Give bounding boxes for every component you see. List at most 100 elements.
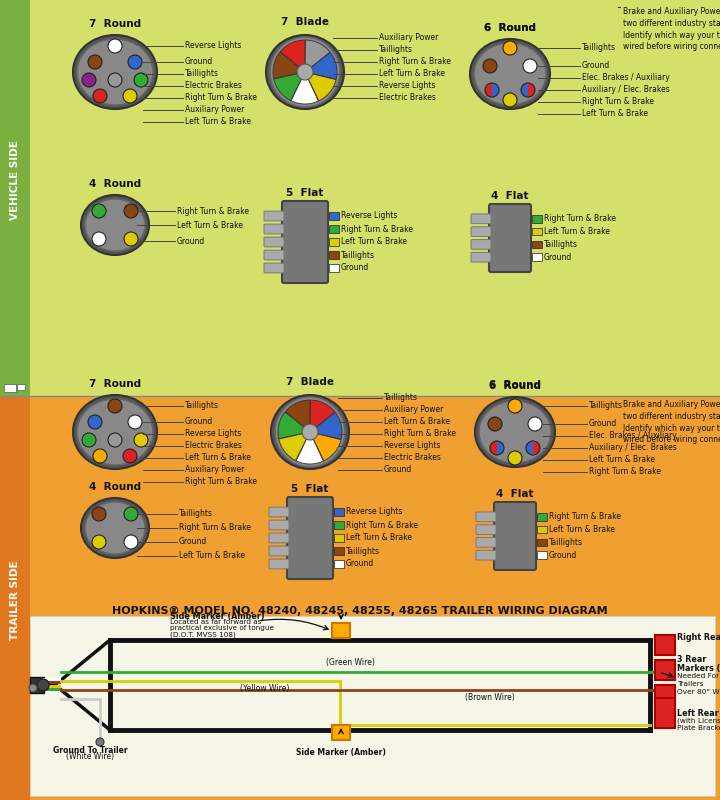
Circle shape (108, 73, 122, 87)
Text: Left Turn & Brake: Left Turn & Brake (185, 454, 251, 462)
FancyBboxPatch shape (269, 520, 289, 530)
Text: 4  Round: 4 Round (89, 482, 141, 492)
Circle shape (508, 399, 522, 413)
Circle shape (108, 433, 122, 447)
Bar (532, 254, 542, 261)
Bar (334, 560, 344, 568)
Text: Taillights: Taillights (544, 240, 578, 249)
Bar (30, 677, 44, 693)
Circle shape (134, 73, 148, 87)
Bar (43, 685, 61, 687)
Text: 6  Round: 6 Round (489, 380, 541, 390)
Ellipse shape (77, 399, 153, 465)
Text: Ground: Ground (177, 237, 205, 246)
Wedge shape (492, 83, 499, 97)
FancyBboxPatch shape (269, 507, 289, 517)
FancyBboxPatch shape (269, 559, 289, 569)
Ellipse shape (474, 43, 546, 105)
FancyBboxPatch shape (476, 538, 496, 547)
Text: 7  Round: 7 Round (89, 19, 141, 29)
Text: Left Turn & Brake: Left Turn & Brake (582, 110, 648, 118)
Circle shape (503, 41, 517, 55)
Bar (0, 396, 30, 800)
Circle shape (297, 64, 313, 80)
Circle shape (128, 415, 142, 429)
Text: Right Turn & Brake: Right Turn & Brake (177, 206, 249, 215)
Wedge shape (305, 72, 336, 101)
Text: Reverse Lights: Reverse Lights (346, 507, 402, 517)
Text: Auxiliary Power: Auxiliary Power (185, 466, 244, 474)
Text: Taillights: Taillights (185, 70, 219, 78)
Ellipse shape (275, 397, 345, 467)
FancyBboxPatch shape (264, 250, 284, 260)
Text: Needed For: Needed For (677, 673, 719, 679)
Circle shape (88, 415, 102, 429)
Circle shape (92, 507, 106, 521)
Text: Reverse Lights: Reverse Lights (185, 430, 241, 438)
Text: Reverse Lights: Reverse Lights (384, 442, 441, 450)
Circle shape (92, 204, 106, 218)
Text: Ground: Ground (185, 58, 213, 66)
Wedge shape (526, 441, 533, 455)
Text: Electric Brakes: Electric Brakes (379, 94, 436, 102)
Text: Left Turn & Brake: Left Turn & Brake (379, 70, 445, 78)
Text: Brake and Auxiliary Power have
two different industry standards.
Identify which : Brake and Auxiliary Power have two diffe… (623, 7, 720, 51)
Text: Reverse Lights: Reverse Lights (379, 82, 436, 90)
Wedge shape (521, 83, 528, 97)
FancyBboxPatch shape (489, 204, 531, 272)
Circle shape (93, 449, 107, 463)
Circle shape (124, 535, 138, 549)
Text: Auxiliary / Elec. Brakes: Auxiliary / Elec. Brakes (582, 86, 670, 94)
Text: 5  Flat: 5 Flat (287, 188, 324, 198)
Text: Right Turn & Brake: Right Turn & Brake (582, 98, 654, 106)
Ellipse shape (271, 395, 349, 469)
Bar (0, 0, 720, 396)
Wedge shape (533, 441, 540, 455)
Bar (329, 264, 339, 272)
Text: Left Turn & Brake: Left Turn & Brake (341, 238, 407, 246)
Wedge shape (485, 83, 492, 97)
Ellipse shape (266, 35, 344, 109)
Text: Right Turn & Brake: Right Turn & Brake (185, 94, 257, 102)
Ellipse shape (81, 195, 149, 255)
Text: Over 80" Wide: Over 80" Wide (677, 689, 720, 695)
Text: (White Wire): (White Wire) (66, 752, 114, 761)
Circle shape (483, 59, 497, 73)
Text: Ground: Ground (544, 253, 572, 262)
Bar (17, 384, 25, 390)
Text: Side Marker (Amber): Side Marker (Amber) (170, 612, 265, 621)
Wedge shape (273, 52, 305, 78)
Text: 4  Flat: 4 Flat (496, 489, 534, 499)
Wedge shape (291, 72, 318, 104)
Text: 4  Flat: 4 Flat (491, 191, 528, 201)
Text: Right Turn & Brake: Right Turn & Brake (544, 214, 616, 223)
Bar (537, 551, 547, 559)
Text: Left Rear: Left Rear (677, 709, 719, 718)
Bar (0, 396, 720, 800)
Wedge shape (296, 432, 323, 464)
Text: Taillights: Taillights (185, 402, 219, 410)
FancyBboxPatch shape (264, 224, 284, 234)
Text: Right Turn & Brake: Right Turn & Brake (179, 523, 251, 533)
Bar (43, 681, 61, 684)
Text: Taillights: Taillights (549, 538, 583, 547)
Circle shape (124, 232, 138, 246)
Circle shape (503, 93, 517, 107)
Text: Elec. Brakes / Auxiliary: Elec. Brakes / Auxiliary (589, 431, 677, 441)
Wedge shape (497, 441, 504, 455)
Text: Left Turn & Brake: Left Turn & Brake (589, 455, 655, 465)
Bar (334, 521, 344, 529)
FancyBboxPatch shape (282, 201, 328, 283)
Ellipse shape (81, 498, 149, 558)
Text: Brake and Auxiliary Power have
two different industry standards.
Identify which : Brake and Auxiliary Power have two diffe… (623, 400, 720, 444)
Text: Left Turn & Brake: Left Turn & Brake (177, 221, 243, 230)
Wedge shape (490, 441, 497, 455)
Bar (537, 538, 547, 546)
Bar (329, 225, 339, 233)
Text: Plate Bracket): Plate Bracket) (677, 725, 720, 731)
FancyBboxPatch shape (264, 211, 284, 221)
Text: 6  Round: 6 Round (484, 23, 536, 33)
Bar (655, 635, 675, 655)
Circle shape (508, 451, 522, 465)
Circle shape (123, 89, 137, 103)
